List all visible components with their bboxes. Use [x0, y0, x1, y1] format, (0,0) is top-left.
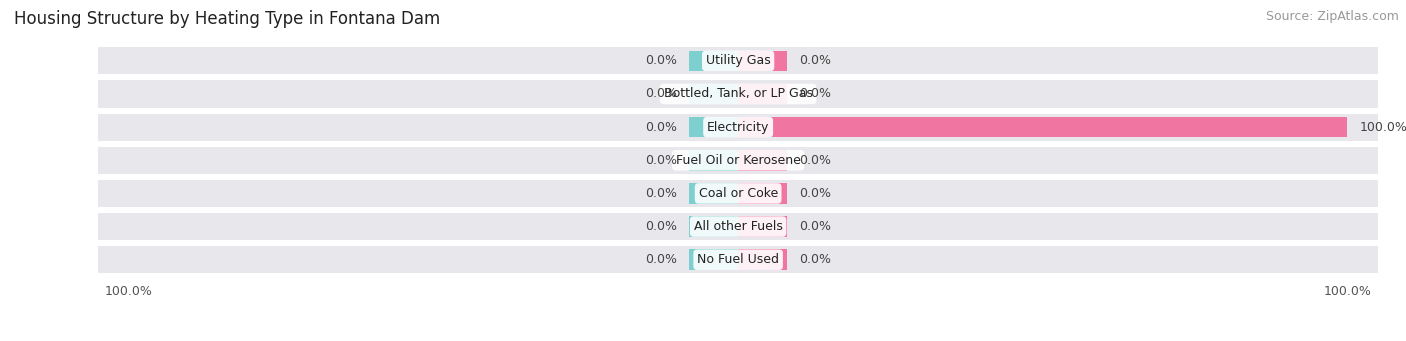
Text: 0.0%: 0.0%: [799, 220, 831, 233]
Bar: [98, 147, 1378, 174]
Bar: [98, 180, 1378, 207]
Bar: [98, 80, 1378, 107]
Text: Housing Structure by Heating Type in Fontana Dam: Housing Structure by Heating Type in Fon…: [14, 10, 440, 28]
Bar: [738, 216, 787, 237]
Text: Electricity: Electricity: [707, 121, 769, 134]
Bar: [689, 84, 738, 104]
Bar: [98, 246, 1378, 273]
Bar: [98, 213, 1378, 240]
Text: Bottled, Tank, or LP Gas: Bottled, Tank, or LP Gas: [664, 87, 813, 101]
Text: Utility Gas: Utility Gas: [706, 54, 770, 67]
Bar: [738, 183, 787, 204]
Bar: [689, 150, 738, 170]
Text: 0.0%: 0.0%: [645, 87, 678, 101]
Text: No Fuel Used: No Fuel Used: [697, 253, 779, 266]
Text: 100.0%: 100.0%: [1360, 121, 1406, 134]
Bar: [738, 117, 1347, 137]
Text: Fuel Oil or Kerosene: Fuel Oil or Kerosene: [676, 154, 800, 167]
Bar: [689, 50, 738, 71]
Bar: [98, 47, 1378, 74]
Bar: [738, 84, 787, 104]
Text: All other Fuels: All other Fuels: [693, 220, 783, 233]
Text: 0.0%: 0.0%: [645, 54, 678, 67]
Bar: [98, 114, 1378, 141]
Text: 0.0%: 0.0%: [799, 87, 831, 101]
Text: 0.0%: 0.0%: [645, 253, 678, 266]
Text: 0.0%: 0.0%: [645, 154, 678, 167]
Text: Coal or Coke: Coal or Coke: [699, 187, 778, 200]
Text: 0.0%: 0.0%: [799, 154, 831, 167]
Text: 0.0%: 0.0%: [645, 187, 678, 200]
Text: Source: ZipAtlas.com: Source: ZipAtlas.com: [1265, 10, 1399, 23]
Bar: [738, 250, 787, 270]
Bar: [689, 250, 738, 270]
Text: 0.0%: 0.0%: [645, 220, 678, 233]
Bar: [689, 216, 738, 237]
Text: 0.0%: 0.0%: [799, 253, 831, 266]
Text: 0.0%: 0.0%: [645, 121, 678, 134]
Bar: [689, 117, 738, 137]
Bar: [738, 50, 787, 71]
Bar: [738, 150, 787, 170]
Text: 0.0%: 0.0%: [799, 54, 831, 67]
Text: 0.0%: 0.0%: [799, 187, 831, 200]
Bar: [689, 183, 738, 204]
